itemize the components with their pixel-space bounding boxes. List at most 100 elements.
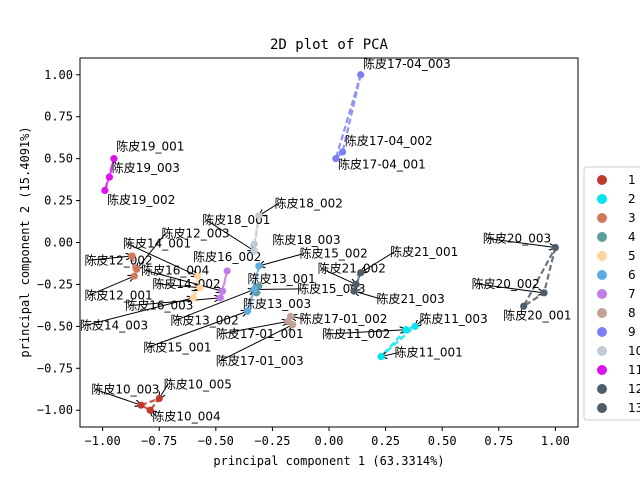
legend-label-1: 1 [628, 173, 636, 187]
data-point-group-5 [194, 272, 202, 280]
data-point-group-1 [146, 406, 154, 414]
legend-marker-4 [597, 232, 607, 242]
point-annotation-label: 陈皮18_003 [272, 232, 340, 247]
annotation-arrow [475, 283, 544, 293]
annotation-arrow [326, 330, 406, 335]
legend-label-5: 5 [628, 249, 636, 263]
legend-label-2: 2 [628, 192, 636, 206]
point-annotation-label: 陈皮13_003 [243, 296, 311, 311]
data-point-group-9 [338, 148, 347, 156]
point-annotation-label: 陈皮20_002 [472, 276, 540, 291]
legend-label-7: 7 [628, 287, 636, 301]
point-annotation-label: 陈皮15_002 [300, 246, 368, 261]
point-annotation-label: 陈皮17-01_001 [216, 326, 304, 341]
data-point-group-9 [357, 71, 365, 79]
point-annotation-label: 陈皮15_001 [143, 340, 211, 355]
annotation-arrow [144, 269, 222, 291]
legend-marker-9 [597, 327, 607, 337]
group-line-1 [140, 396, 163, 412]
data-point-group-12 [551, 243, 559, 252]
point-annotation-label: 陈皮13_001 [248, 271, 316, 286]
data-point-group-7 [219, 287, 227, 295]
point-annotation-label: 陈皮13_002 [171, 313, 239, 328]
annotation-arrow [259, 202, 279, 215]
annotation-arrow [259, 253, 304, 266]
chart-title: 2D plot of PCA [270, 37, 389, 53]
x-tick-label: 0.00 [315, 434, 344, 448]
point-annotation-label: 陈皮12_002 [85, 252, 153, 267]
data-point-group-13 [357, 269, 365, 277]
legend-label-3: 3 [628, 211, 636, 225]
y-tick-label: 0.50 [44, 152, 73, 166]
x-tick-label: 0.50 [428, 434, 457, 448]
data-point-group-13 [352, 280, 360, 289]
point-annotation-label: 陈皮14_001 [123, 236, 191, 251]
data-points [101, 71, 559, 414]
y-tick-label: −0.25 [37, 277, 73, 291]
legend-marker-10 [597, 346, 607, 356]
data-point-group-10 [250, 240, 258, 248]
group-line-2 [380, 325, 416, 358]
point-annotation-label: 陈皮19_001 [116, 138, 184, 153]
point-annotation-label: 陈皮16_002 [193, 249, 261, 264]
point-annotation-label: 陈皮11_002 [322, 326, 390, 341]
legend-marker-2 [597, 194, 607, 204]
data-point-group-13 [350, 287, 358, 295]
data-point-group-8 [289, 321, 297, 329]
legend-marker-13 [597, 403, 607, 413]
point-annotation-label: 陈皮20_003 [483, 231, 551, 246]
annotation-arrow [147, 311, 247, 348]
annotation-arrow [126, 243, 198, 277]
data-point-group-12 [520, 302, 528, 310]
x-tick-label: −0.25 [254, 434, 290, 448]
data-point-group-10 [255, 212, 263, 220]
annotation-arrow [174, 289, 255, 322]
x-tick-label: 0.25 [371, 434, 400, 448]
group-line-6 [246, 265, 260, 312]
point-annotation-label: 陈皮17-01_002 [300, 311, 388, 326]
data-point-group-5 [196, 284, 204, 292]
group-line-3 [130, 255, 138, 277]
annotation-arrow [354, 291, 381, 300]
point-annotation-label: 陈皮14_003 [80, 318, 148, 333]
point-annotation-label: 陈皮21_002 [318, 261, 386, 276]
point-annotation-label: 陈皮12_003 [161, 225, 229, 240]
annotation-arrow [95, 388, 141, 405]
annotation-arrow [137, 233, 166, 269]
data-point-group-6 [255, 262, 263, 270]
x-axis-title: principal component 1 (63.3314%) [213, 454, 444, 468]
y-tick-label: 1.00 [44, 68, 73, 82]
point-annotation-label: 陈皮12_001 [85, 288, 153, 303]
x-tick-label: −1.00 [85, 434, 121, 448]
data-point-group-6 [250, 285, 258, 294]
data-point-group-12 [540, 289, 548, 297]
legend-label-11: 11 [628, 363, 640, 377]
point-annotation-label: 陈皮14_002 [152, 276, 220, 291]
legend-marker-12 [597, 384, 607, 394]
data-point-group-9 [332, 155, 340, 163]
data-point-group-2 [411, 322, 419, 330]
point-annotation-label: 陈皮17-04_001 [338, 157, 426, 172]
y-tick-label: 0.25 [44, 194, 73, 208]
data-point-group-1 [155, 394, 163, 403]
y-tick-label: 0.75 [44, 110, 73, 124]
annotation-arrow [219, 325, 293, 362]
point-annotations: 陈皮17-04_003 陈皮17-04_002 陈皮17-04_001 陈皮19_00… [80, 56, 571, 423]
group-line-9 [334, 74, 362, 160]
point-annotation-label: 陈皮10_003 [91, 381, 159, 396]
legend-label-12: 12 [628, 382, 640, 396]
point-annotation-label: 陈皮18_002 [275, 195, 343, 210]
point-annotation-label: 陈皮21_001 [390, 244, 458, 259]
point-annotation-label: 陈皮20_001 [503, 308, 571, 323]
data-point-group-6 [243, 307, 252, 315]
legend-label-8: 8 [628, 306, 636, 320]
legend-label-9: 9 [628, 325, 636, 339]
x-tick-label: 1.00 [541, 434, 570, 448]
point-annotation-label: 陈皮17-01_003 [216, 353, 304, 368]
legend-marker-5 [597, 251, 607, 261]
legend-marker-3 [597, 213, 607, 223]
data-point-group-5 [189, 294, 197, 302]
group-line-12 [522, 247, 557, 308]
point-annotation-label: 陈皮11_001 [395, 345, 463, 360]
